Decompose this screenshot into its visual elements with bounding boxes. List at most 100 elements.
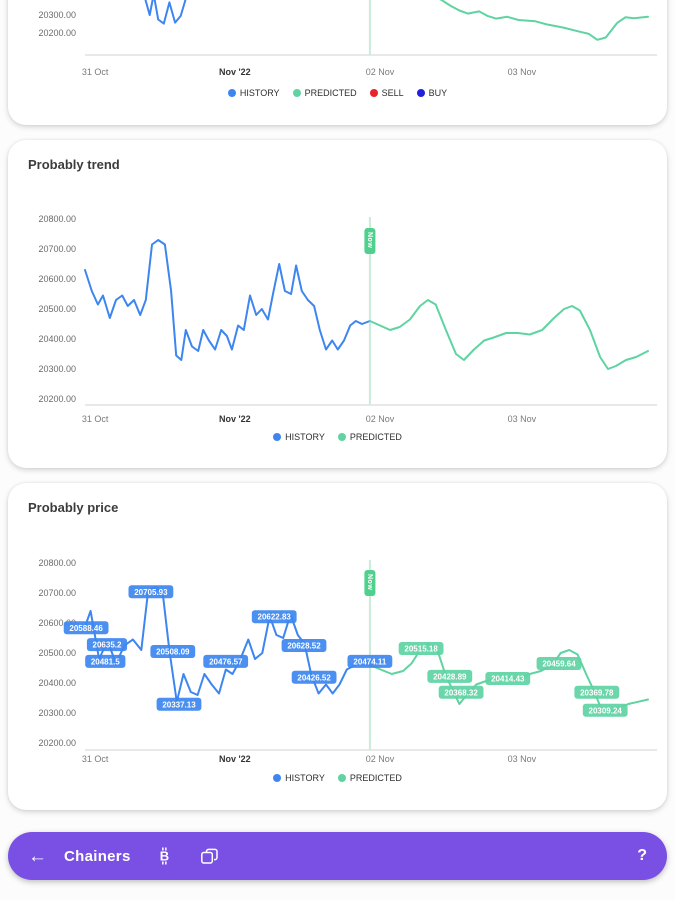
trend-card-title: Probably trend	[28, 157, 120, 172]
svg-text:B: B	[159, 849, 168, 864]
price-point-label	[63, 621, 109, 635]
help-button[interactable]: ?	[637, 847, 647, 865]
legend-item-history[interactable]: HISTORY	[273, 773, 325, 783]
price-point-label	[398, 642, 444, 655]
legend-label: SELL	[381, 88, 404, 98]
y-tick-label: 20800.00	[38, 558, 76, 568]
history-line	[84, 586, 371, 703]
predicted-line	[368, 299, 649, 370]
legend-item-buy[interactable]: BUY	[416, 88, 447, 98]
price-point-label-text: 20628.52	[287, 642, 321, 651]
price-point-label-text: 20368.32	[444, 688, 478, 697]
x-tick-label: 31 Oct	[82, 67, 109, 77]
y-tick-label: 20700.00	[38, 244, 76, 254]
legend-label: PREDICTED	[349, 773, 402, 783]
legend-item-predicted[interactable]: PREDICTED	[337, 773, 402, 783]
buy-dot	[416, 89, 425, 97]
legend-item-sell[interactable]: SELL	[369, 88, 404, 98]
legend-label: HISTORY	[239, 88, 280, 98]
price-point-label-text: 20337.13	[162, 700, 196, 709]
y-tick-label: 20500.00	[38, 648, 76, 658]
now-badge-label: Now	[366, 232, 373, 248]
price-point-label-text: 20414.43	[491, 675, 525, 684]
price-point-label	[574, 685, 620, 699]
price-point-label	[128, 585, 174, 599]
back-button[interactable]: ←	[28, 847, 47, 866]
news-button[interactable]	[200, 848, 219, 865]
y-tick-label: 20200.00	[38, 394, 76, 404]
price-point-label-text: 20635.2	[93, 641, 122, 650]
legend-item-predicted[interactable]: PREDICTED	[292, 88, 357, 98]
price-point-label-text: 20515.18	[404, 645, 438, 654]
history-dot	[273, 774, 282, 782]
y-tick-label: 20400.00	[38, 678, 76, 688]
y-tick-label: 20400.00	[38, 334, 76, 344]
price-chart-canvas[interactable]: 20800.00 20700.00 20600.00 20500.00 20400.00…	[8, 526, 667, 768]
price-point-label-text: 20309.24	[589, 706, 623, 715]
price-point-label	[251, 610, 297, 624]
price-point-label	[85, 654, 126, 668]
x-tick-label: Nov '22	[219, 67, 251, 77]
price-point-label-text: 20622.83	[258, 613, 292, 622]
y-tick-label: 20500.00	[38, 304, 76, 314]
y-tick-label: 20600.00	[38, 618, 76, 628]
x-tick-label: 02 Nov	[366, 414, 395, 424]
price-chart-legend: HISTORY PREDICTED	[8, 768, 667, 788]
price-point-label-text: 20588.46	[69, 624, 103, 633]
price-point-label-text: 20428.89	[433, 672, 467, 681]
x-tick-label: 03 Nov	[508, 754, 537, 764]
y-tick-label: 20300.00	[38, 364, 76, 374]
pages-icon	[200, 848, 218, 864]
y-tick-label: 20200.00	[38, 738, 76, 748]
signals-chart-legend: HISTORY PREDICTED SELL BUY	[8, 83, 667, 103]
bottom-nav: ← Chainers B ?	[8, 832, 667, 880]
legend-item-history[interactable]: HISTORY	[227, 88, 280, 98]
bitcoin-icon: B	[159, 847, 169, 865]
trend-chart-canvas[interactable]: 20800.00 20700.00 20600.00 20500.00 20400.00…	[8, 183, 667, 427]
y-tick-label: 20300.00	[38, 708, 76, 718]
legend-item-history[interactable]: HISTORY	[273, 432, 325, 442]
x-tick-label: 31 Oct	[82, 414, 109, 424]
price-point-label	[485, 672, 531, 685]
legend-label: HISTORY	[285, 432, 325, 442]
price-card: Probably price 20800.00 20700.00 20600.00 2…	[8, 483, 667, 810]
price-point-label	[281, 639, 327, 652]
sell-dot	[369, 89, 378, 97]
price-point-label-text: 20459.64	[542, 660, 576, 669]
now-badge-label: Now	[366, 574, 373, 590]
legend-label: PREDICTED	[304, 88, 357, 98]
history-line	[144, 0, 187, 25]
predicted-dot	[337, 774, 346, 782]
price-point-label-text: 20426.52	[297, 673, 331, 682]
price-point-label	[427, 669, 473, 683]
bitcoin-button[interactable]: B	[157, 847, 172, 865]
legend-item-predicted[interactable]: PREDICTED	[337, 432, 402, 442]
price-point-label	[536, 657, 582, 670]
predicted-dot	[337, 433, 346, 441]
back-arrow-icon: ←	[28, 845, 47, 867]
x-tick-label: 02 Nov	[366, 754, 395, 764]
price-point-label-text: 20369.78	[580, 688, 614, 697]
price-card-title: Probably price	[28, 500, 119, 515]
predicted-dot	[292, 89, 301, 97]
help-icon: ?	[637, 847, 647, 864]
price-point-label-text: 20481.5	[91, 657, 120, 666]
history-line	[84, 239, 371, 361]
price-point-label-text: 20476.57	[209, 657, 243, 666]
app-title: Chainers	[64, 847, 131, 865]
x-tick-label: 03 Nov	[508, 67, 537, 77]
price-point-label-text: 20474.11	[353, 657, 386, 666]
price-point-label	[291, 670, 337, 684]
price-point-label	[156, 697, 202, 711]
price-point-label-text: 20705.93	[134, 588, 168, 597]
y-tick-label: 20600.00	[38, 274, 76, 284]
price-point-label	[438, 685, 484, 699]
price-point-label	[582, 703, 628, 717]
trend-card: Probably trend 20800.00 20700.00 20600.00 2…	[8, 140, 667, 468]
x-tick-label: 03 Nov	[508, 414, 537, 424]
x-tick-label: 02 Nov	[366, 67, 395, 77]
signals-chart-canvas[interactable]: 20300.00 20200.00 31 Oct Nov '22 02 Nov 03 No…	[8, 0, 667, 83]
history-dot	[227, 89, 236, 97]
history-dot	[273, 433, 282, 441]
